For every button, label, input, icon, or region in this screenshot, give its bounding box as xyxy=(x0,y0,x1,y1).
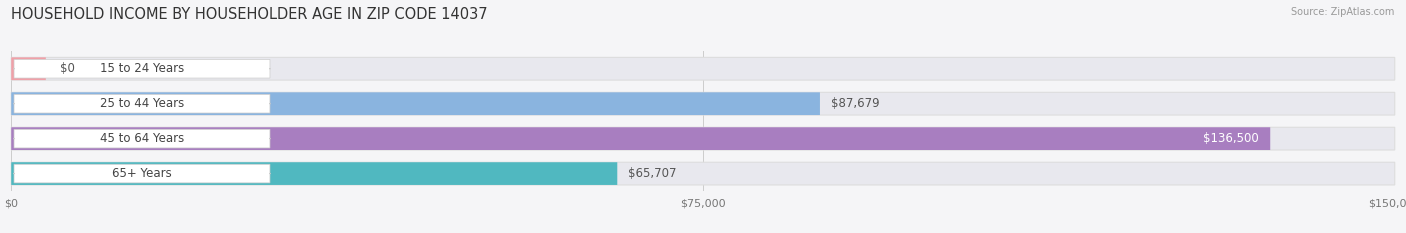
Text: $136,500: $136,500 xyxy=(1204,132,1260,145)
FancyBboxPatch shape xyxy=(14,94,270,113)
FancyBboxPatch shape xyxy=(14,59,270,78)
Text: HOUSEHOLD INCOME BY HOUSEHOLDER AGE IN ZIP CODE 14037: HOUSEHOLD INCOME BY HOUSEHOLDER AGE IN Z… xyxy=(11,7,488,22)
Text: 15 to 24 Years: 15 to 24 Years xyxy=(100,62,184,75)
FancyBboxPatch shape xyxy=(14,129,270,148)
FancyBboxPatch shape xyxy=(14,164,270,183)
FancyBboxPatch shape xyxy=(11,127,1395,150)
FancyBboxPatch shape xyxy=(11,92,820,115)
Text: 45 to 64 Years: 45 to 64 Years xyxy=(100,132,184,145)
Text: 65+ Years: 65+ Years xyxy=(112,167,172,180)
Text: $87,679: $87,679 xyxy=(831,97,880,110)
Text: Source: ZipAtlas.com: Source: ZipAtlas.com xyxy=(1291,7,1395,17)
FancyBboxPatch shape xyxy=(11,57,1395,80)
FancyBboxPatch shape xyxy=(11,92,1395,115)
Text: $0: $0 xyxy=(59,62,75,75)
Text: 25 to 44 Years: 25 to 44 Years xyxy=(100,97,184,110)
FancyBboxPatch shape xyxy=(11,127,1270,150)
Text: $65,707: $65,707 xyxy=(628,167,676,180)
FancyBboxPatch shape xyxy=(11,162,617,185)
FancyBboxPatch shape xyxy=(11,57,46,80)
FancyBboxPatch shape xyxy=(11,162,1395,185)
